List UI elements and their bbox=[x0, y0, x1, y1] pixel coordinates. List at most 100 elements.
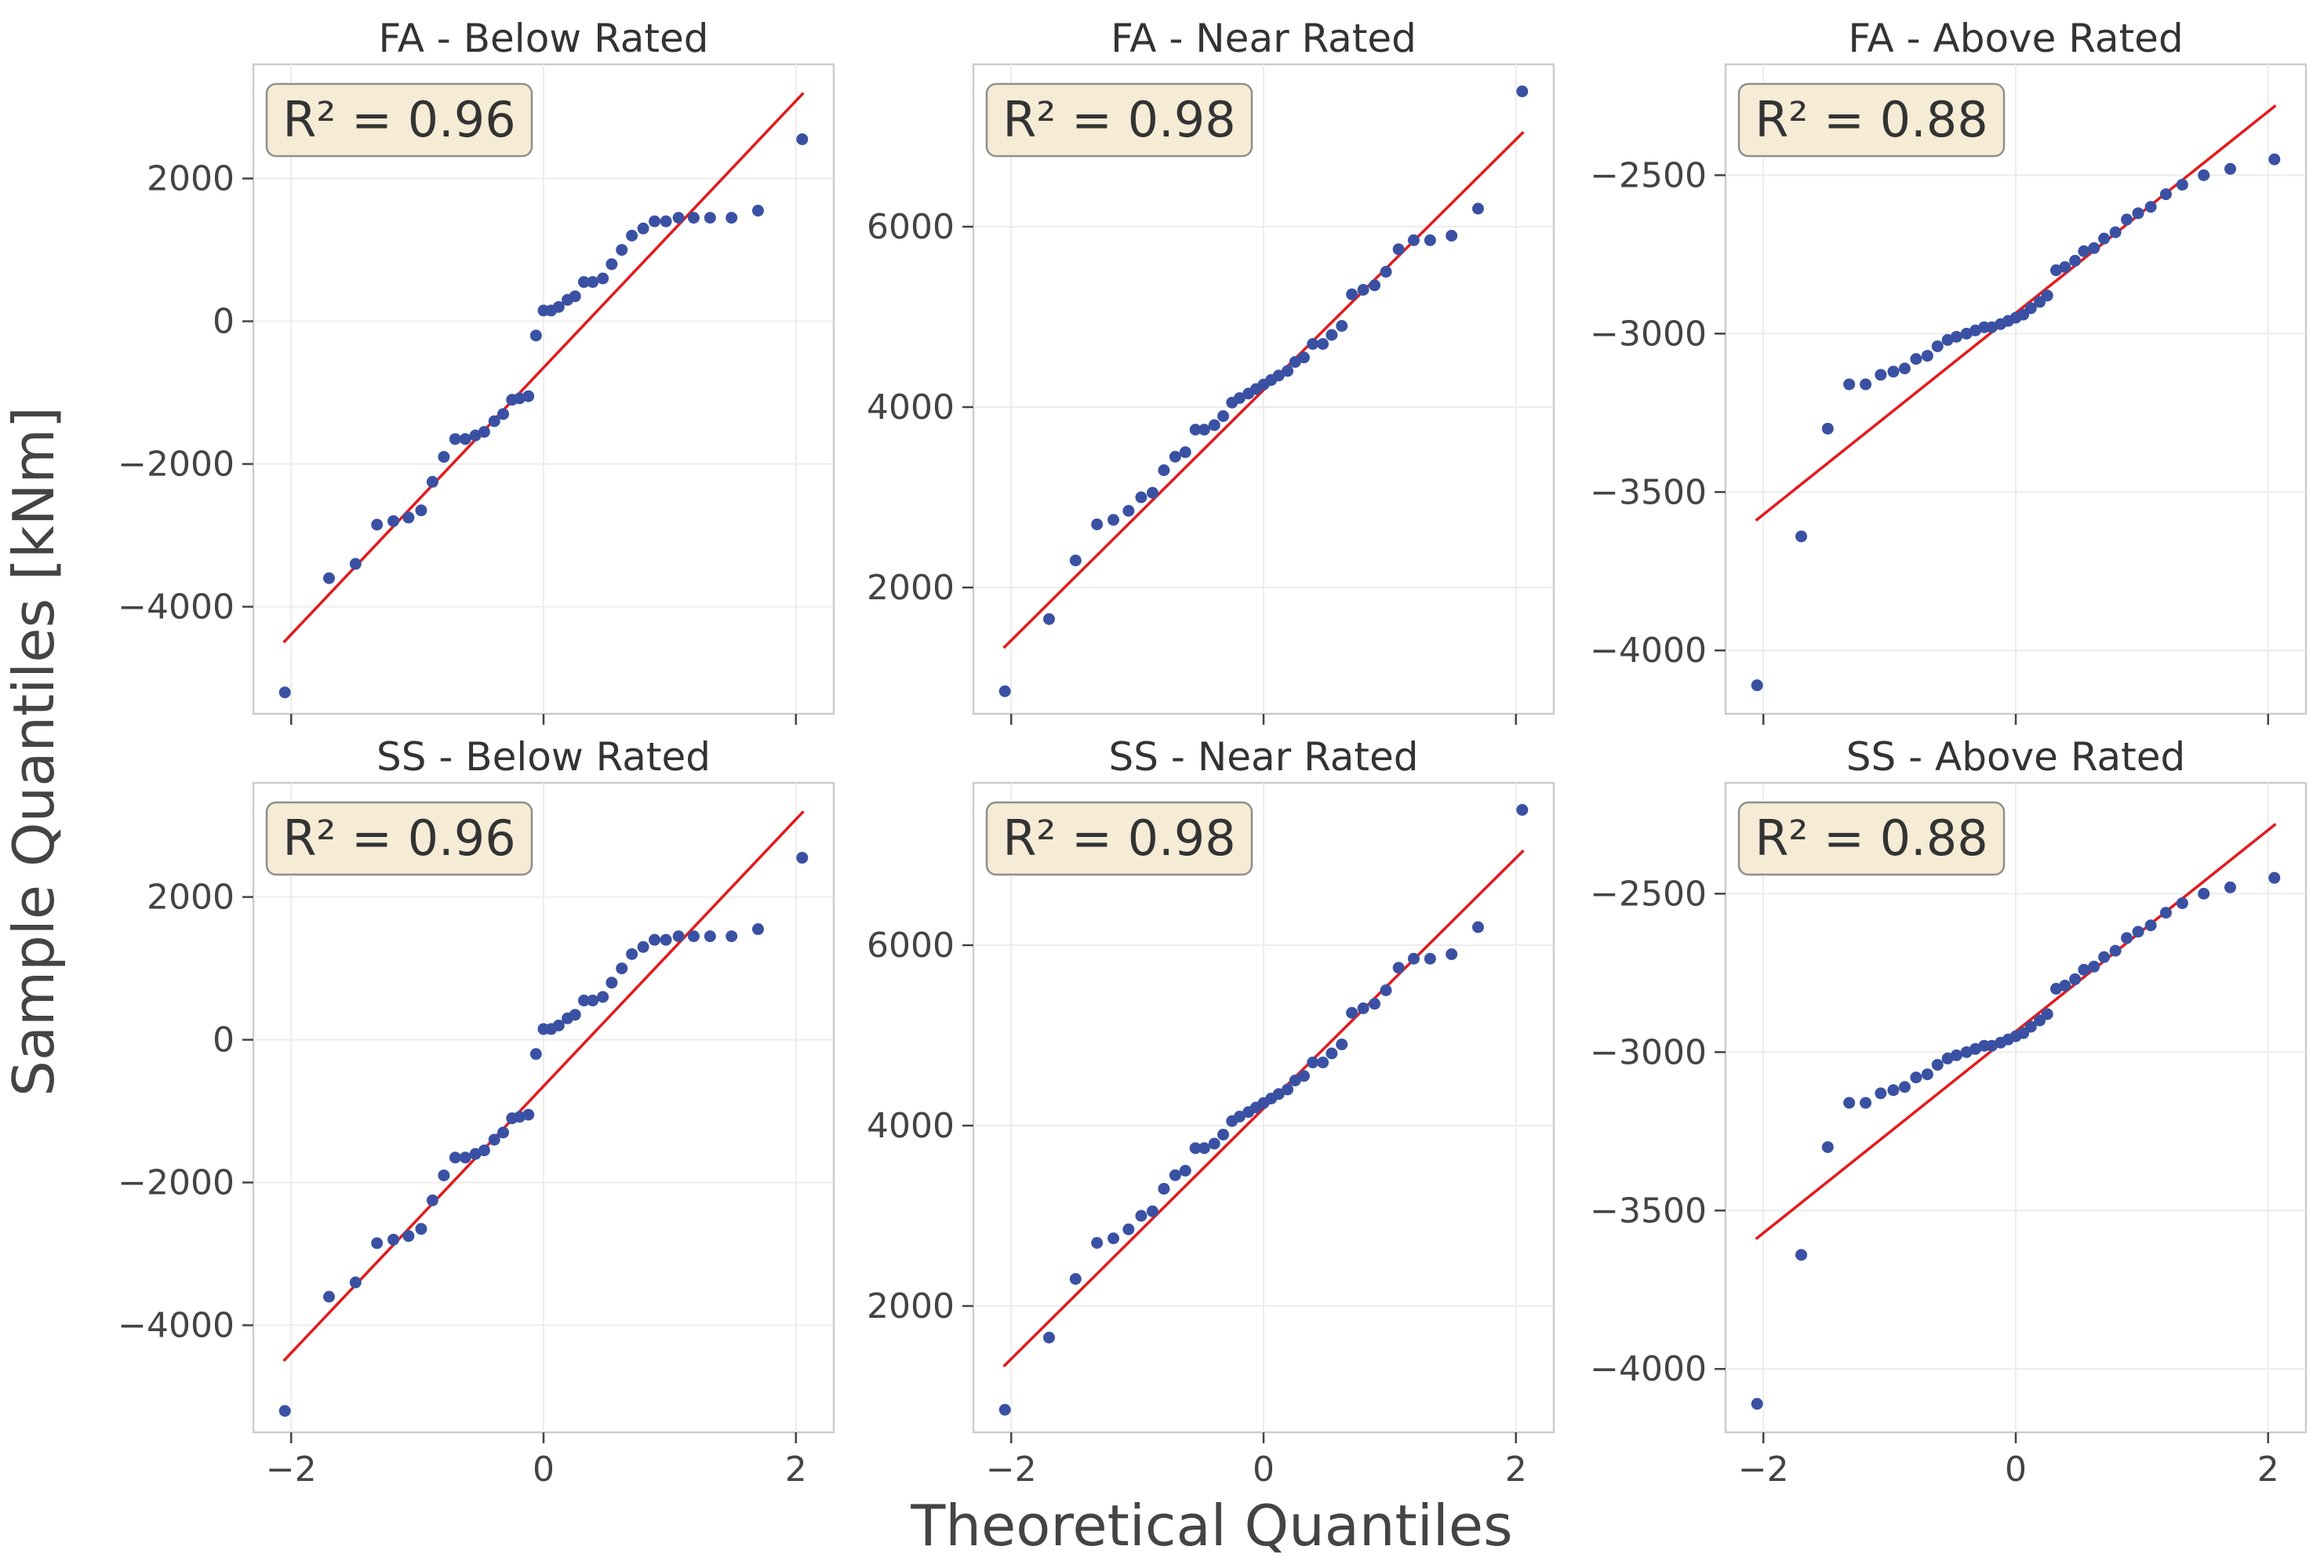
x-tick-label: −2 bbox=[1738, 1450, 1789, 1490]
data-point bbox=[1158, 464, 1170, 476]
data-point bbox=[1887, 366, 1900, 378]
data-point bbox=[1289, 1075, 1301, 1086]
data-point bbox=[577, 276, 590, 289]
data-point bbox=[1336, 320, 1348, 332]
r2-annotation: R² = 0.88 bbox=[1755, 91, 1988, 148]
data-point bbox=[796, 133, 809, 146]
data-point bbox=[1921, 350, 1933, 362]
data-point bbox=[459, 433, 471, 446]
data-point bbox=[606, 977, 618, 989]
y-tick-label: 4000 bbox=[867, 387, 955, 427]
data-point bbox=[1960, 1046, 1973, 1058]
data-point bbox=[751, 923, 764, 936]
data-point bbox=[1189, 1142, 1202, 1155]
data-point bbox=[1198, 1142, 1210, 1155]
r2-annotation: R² = 0.96 bbox=[282, 809, 515, 867]
data-point bbox=[2198, 169, 2210, 181]
data-point bbox=[438, 1169, 450, 1181]
data-point bbox=[726, 212, 738, 224]
y-tick-label: −2500 bbox=[1590, 874, 1707, 914]
data-point bbox=[637, 940, 649, 953]
data-point bbox=[1169, 1169, 1181, 1181]
data-point bbox=[2041, 1008, 2053, 1020]
data-point bbox=[1233, 1111, 1246, 1122]
data-point bbox=[1875, 369, 1887, 381]
data-point bbox=[402, 511, 415, 524]
data-point bbox=[449, 433, 461, 446]
data-point bbox=[1875, 1087, 1887, 1100]
data-point bbox=[660, 215, 672, 227]
y-tick-label: 2000 bbox=[147, 878, 235, 918]
data-point bbox=[278, 686, 291, 699]
data-point bbox=[1122, 1223, 1135, 1235]
data-point bbox=[1985, 1039, 1998, 1052]
y-tick-label: 2000 bbox=[147, 159, 235, 199]
data-point bbox=[1107, 514, 1120, 526]
data-point bbox=[1380, 984, 1392, 996]
data-point bbox=[616, 962, 628, 975]
r2-box bbox=[985, 801, 1253, 876]
data-point bbox=[371, 1237, 384, 1250]
data-point bbox=[1446, 948, 1458, 960]
data-point bbox=[1069, 1273, 1082, 1285]
data-point bbox=[1985, 321, 1998, 333]
data-point bbox=[323, 572, 336, 584]
data-point bbox=[1407, 952, 1420, 965]
data-point bbox=[1282, 365, 1294, 377]
data-point bbox=[704, 930, 716, 943]
y-tick-label: −4000 bbox=[118, 588, 235, 628]
data-point bbox=[1357, 1002, 1369, 1014]
data-point bbox=[387, 1233, 400, 1246]
data-point bbox=[513, 1111, 526, 1123]
data-point bbox=[1941, 333, 1954, 346]
data-point bbox=[1158, 1183, 1170, 1195]
x-tick-label: 2 bbox=[1505, 1450, 1527, 1490]
reference-line bbox=[282, 810, 805, 1362]
data-point bbox=[522, 1108, 535, 1121]
data-point bbox=[2176, 178, 2188, 191]
data-point bbox=[2176, 897, 2188, 909]
r2-box bbox=[1737, 801, 2006, 876]
data-point bbox=[1307, 338, 1319, 350]
data-point bbox=[387, 515, 400, 527]
y-tick-label: 0 bbox=[213, 302, 235, 342]
data-point bbox=[2069, 254, 2082, 267]
data-point bbox=[1843, 378, 1856, 391]
data-point bbox=[469, 1148, 482, 1160]
data-point bbox=[2024, 302, 2037, 315]
data-point bbox=[1392, 243, 1405, 256]
data-point bbox=[1069, 555, 1082, 566]
data-point bbox=[1969, 324, 1982, 337]
data-point bbox=[998, 685, 1011, 697]
data-point bbox=[1860, 378, 1872, 391]
data-point bbox=[2098, 232, 2111, 245]
data-point bbox=[569, 1009, 581, 1021]
data-point bbox=[1931, 340, 1944, 352]
data-point bbox=[2069, 973, 2082, 985]
data-point bbox=[1407, 234, 1420, 246]
data-point bbox=[587, 995, 599, 1007]
data-point bbox=[513, 392, 526, 405]
data-point bbox=[1317, 1057, 1329, 1068]
data-point bbox=[751, 205, 764, 217]
data-point bbox=[616, 244, 628, 256]
data-point bbox=[1960, 327, 1973, 340]
data-point bbox=[1043, 1331, 1056, 1344]
data-point bbox=[371, 518, 384, 531]
panel-title: FA - Near Rated bbox=[1111, 16, 1417, 61]
data-point bbox=[1380, 266, 1392, 278]
y-tick-label: −2000 bbox=[118, 445, 235, 485]
panel-title: FA - Above Rated bbox=[1848, 16, 2183, 61]
y-tick-label: −4000 bbox=[1590, 631, 1707, 671]
data-point bbox=[796, 852, 809, 864]
data-point bbox=[1392, 962, 1405, 974]
data-point bbox=[1516, 804, 1529, 816]
data-point bbox=[1297, 1070, 1310, 1082]
data-point bbox=[438, 450, 450, 463]
data-point bbox=[2144, 919, 2157, 932]
y-tick-label: 2000 bbox=[867, 568, 955, 608]
data-point bbox=[552, 300, 565, 313]
y-tick-label: −3000 bbox=[1590, 314, 1707, 354]
data-point bbox=[2121, 213, 2133, 226]
data-point bbox=[349, 558, 362, 570]
